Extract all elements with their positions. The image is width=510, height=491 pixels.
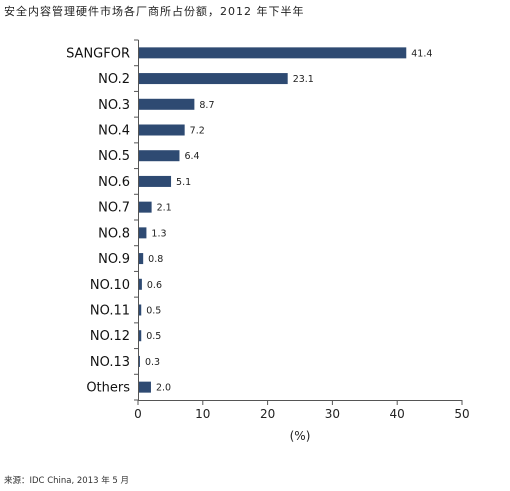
x-tick-label: 20 (260, 407, 275, 421)
category-label: SANGFOR (66, 46, 130, 61)
bar-no-6 (138, 175, 172, 187)
value-label: 0.3 (145, 357, 160, 368)
value-label: 1.3 (151, 228, 166, 239)
bar-no-13 (138, 355, 140, 367)
x-tick-label: 40 (390, 407, 405, 421)
bar-no-11 (138, 304, 142, 316)
category-label: Others (86, 381, 130, 396)
category-label: NO.7 (98, 201, 130, 216)
bar-no-2 (138, 73, 288, 85)
value-label: 2.1 (157, 203, 172, 214)
bar-no-3 (138, 98, 195, 110)
x-tick-label: 10 (195, 407, 210, 421)
value-label: 7.2 (190, 126, 205, 137)
value-label: 2.0 (156, 383, 171, 394)
bars-layer: 41.4 23.1 8.7 7.2 6.4 5.1 2.1 1.3 0.8 0.6 0.5 0.5 0.… (138, 47, 432, 394)
category-label: NO.5 (98, 149, 130, 164)
value-label: 0.5 (146, 331, 161, 342)
bar-no-4 (138, 124, 185, 136)
bar-no-7 (138, 201, 152, 213)
bar-no-10 (138, 278, 142, 290)
bar-others (138, 381, 151, 393)
value-label: 41.4 (411, 48, 432, 59)
axis-layer: SANGFOR NO.2 NO.3 NO.4 NO.5 NO.6 NO.7 NO.8 NO.9 N… (66, 39, 470, 443)
bar-no-12 (138, 330, 142, 342)
x-axis-title: (%) (290, 429, 311, 443)
value-label: 0.6 (147, 280, 162, 291)
category-label: NO.10 (90, 278, 130, 293)
x-tick-label: 0 (134, 407, 142, 421)
chart-title: 安全内容管理硬件市场各厂商所占份额，2012 年下半年 (4, 5, 305, 18)
bar-no-5 (138, 150, 180, 162)
bar-sangfor (138, 47, 407, 59)
category-label: NO.2 (98, 72, 130, 87)
bar-no-9 (138, 253, 144, 265)
x-tick-label: 30 (325, 407, 340, 421)
category-label: NO.3 (98, 98, 130, 113)
category-label: NO.12 (90, 329, 130, 344)
value-label: 0.5 (146, 306, 161, 317)
x-tick-label: 50 (454, 407, 469, 421)
value-label: 8.7 (199, 100, 214, 111)
value-label: 0.8 (148, 254, 163, 265)
category-label: NO.11 (90, 304, 130, 319)
category-label: NO.8 (98, 226, 130, 241)
category-label: NO.4 (98, 124, 130, 139)
category-label: NO.13 (90, 355, 130, 370)
chart-source: 来源：IDC China, 2013 年 5 月 (4, 476, 130, 486)
category-label: NO.9 (98, 252, 130, 267)
value-label: 5.1 (176, 177, 191, 188)
value-label: 6.4 (184, 151, 199, 162)
bar-no-8 (138, 227, 147, 239)
category-label: NO.6 (98, 175, 130, 190)
value-label: 23.1 (293, 74, 314, 85)
